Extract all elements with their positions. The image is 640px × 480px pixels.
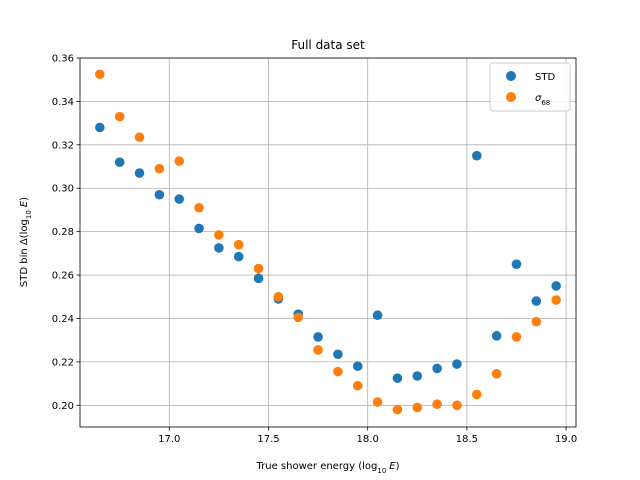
- sigma68-point: [452, 400, 462, 411]
- sigma68-point: [95, 69, 105, 80]
- sigma68-point: [134, 132, 145, 143]
- y-tick-label: 0.22: [52, 357, 74, 368]
- std-point: [511, 259, 522, 270]
- std-point: [134, 168, 145, 178]
- std-point: [95, 122, 105, 133]
- y-tick-label: 0.26: [52, 271, 74, 282]
- x-tick-label: 17.0: [158, 434, 180, 445]
- legend-marker-std: [506, 71, 516, 81]
- std-point: [551, 281, 561, 291]
- sigma68-point: [491, 369, 502, 379]
- y-tick-label: 0.20: [52, 401, 74, 412]
- std-point: [333, 349, 343, 360]
- x-tick-label: 18.5: [456, 434, 478, 445]
- sigma68-point: [531, 316, 542, 327]
- sigma68-point: [412, 402, 423, 413]
- y-axis-label: STD bin Δ(log10E): [19, 197, 33, 287]
- std-point: [154, 189, 165, 200]
- legend-marker-sigma68: [506, 92, 516, 102]
- std-point: [174, 194, 184, 204]
- y-tick-label: 0.34: [52, 97, 74, 108]
- legend-label-sigma68: σ68: [535, 93, 550, 107]
- sigma68-point: [114, 111, 125, 122]
- chart-title: Full data set: [291, 38, 365, 52]
- sigma68-point: [551, 295, 561, 305]
- axis-ticks: 17.0 17.5 18.0 18.5 19.0 0.20 0.22 0.24 0.26 0.28…: [52, 54, 577, 446]
- sigma68-point: [333, 366, 343, 377]
- std-point: [472, 150, 482, 161]
- sigma68-point: [472, 389, 482, 400]
- x-tick-label: 18.0: [357, 434, 379, 445]
- std-point: [214, 243, 224, 253]
- sigma68-point: [194, 202, 204, 213]
- std-point: [531, 296, 542, 306]
- y-tick-label: 0.36: [52, 54, 74, 65]
- x-tick-label: 17.5: [257, 434, 279, 445]
- x-tick-label: 19.0: [555, 434, 577, 445]
- std-point: [392, 373, 403, 383]
- sigma68-point: [352, 380, 363, 391]
- std-point: [372, 310, 383, 321]
- legend-label-std: STD: [535, 72, 555, 83]
- y-tick-label: 0.32: [52, 140, 74, 151]
- sigma68-point: [174, 156, 184, 166]
- std-point: [194, 223, 204, 234]
- std-point: [253, 273, 264, 284]
- std-point: [452, 359, 462, 369]
- sigma68-point: [214, 230, 224, 240]
- std-point: [432, 363, 442, 374]
- std-point: [352, 361, 363, 372]
- plot-frame: [79, 57, 577, 428]
- std-point: [233, 251, 244, 262]
- data-points: [95, 69, 561, 415]
- std-point: [491, 331, 502, 341]
- legend: STD σ68: [489, 62, 571, 112]
- sigma68-point: [432, 399, 442, 410]
- sigma68-point: [233, 239, 244, 250]
- x-axis-label: True shower energy (log10 E): [255, 461, 399, 475]
- sigma68-point: [392, 404, 403, 415]
- sigma68-point: [253, 263, 264, 274]
- std-point: [313, 332, 323, 342]
- y-tick-label: 0.30: [52, 184, 74, 195]
- y-tick-label: 0.24: [52, 314, 74, 325]
- sigma68-point: [313, 345, 323, 355]
- sigma68-point: [293, 312, 304, 323]
- legend-box: [489, 62, 571, 112]
- sigma68-point: [154, 163, 165, 174]
- std-point: [412, 371, 423, 381]
- std-point: [114, 157, 125, 167]
- sigma68-point: [273, 291, 284, 302]
- y-tick-label: 0.28: [52, 227, 74, 238]
- sigma68-point: [511, 332, 522, 342]
- sigma68-point: [372, 397, 383, 407]
